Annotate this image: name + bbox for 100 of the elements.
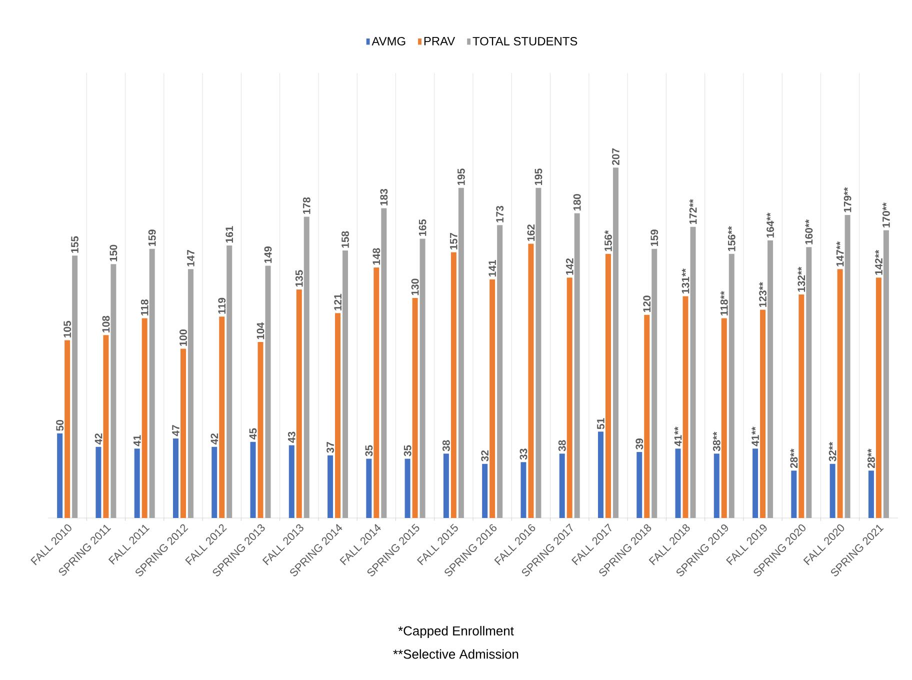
data-label: 157 xyxy=(450,233,458,250)
data-label: 159 xyxy=(650,230,658,246)
data-label: 105 xyxy=(64,320,72,338)
data-label: 180 xyxy=(573,194,581,210)
bar xyxy=(574,213,580,518)
bar xyxy=(536,188,542,518)
bar xyxy=(768,240,774,518)
bar xyxy=(412,298,418,518)
bar xyxy=(806,247,812,518)
data-label: 32** xyxy=(828,442,836,462)
bar xyxy=(366,458,372,518)
data-label: 121 xyxy=(334,294,342,310)
data-label: 179** xyxy=(844,187,852,212)
bar xyxy=(844,215,850,518)
bar xyxy=(304,216,310,518)
legend-label: TOTAL STUDENTS xyxy=(472,36,578,46)
bar xyxy=(149,248,155,518)
bar xyxy=(420,238,426,518)
data-label: 35 xyxy=(404,445,412,456)
data-label: 35 xyxy=(365,445,373,456)
bar xyxy=(110,264,116,518)
bar xyxy=(605,254,611,518)
bar xyxy=(342,250,348,518)
bar xyxy=(883,230,889,518)
data-label: 159 xyxy=(148,230,156,246)
data-label: 149 xyxy=(264,246,272,263)
bar xyxy=(328,455,334,518)
data-label: 37 xyxy=(326,442,334,453)
data-label: 141 xyxy=(488,260,496,276)
bar xyxy=(837,269,843,518)
bar xyxy=(559,454,565,518)
bar xyxy=(644,314,650,518)
bar xyxy=(288,445,294,518)
data-label: 51 xyxy=(597,418,604,430)
data-label: 183 xyxy=(380,188,388,206)
data-label: 100 xyxy=(180,330,187,346)
bar xyxy=(612,168,618,518)
bar xyxy=(72,256,78,518)
data-label: 47 xyxy=(172,425,180,436)
data-label: 195 xyxy=(534,168,542,186)
data-label: 118 xyxy=(140,300,148,316)
bar xyxy=(96,446,102,518)
bar xyxy=(180,348,186,518)
bar xyxy=(598,432,604,518)
data-label: 39 xyxy=(636,438,644,450)
data-label: 120 xyxy=(643,296,651,312)
data-label: 150 xyxy=(110,244,118,262)
data-label: 42 xyxy=(210,434,218,445)
bar xyxy=(64,340,70,518)
bar xyxy=(752,448,758,518)
text: **Selective Admission xyxy=(393,649,518,659)
bar xyxy=(374,267,380,518)
data-label: 195 xyxy=(457,168,465,186)
bar xyxy=(450,252,456,518)
data-label: 156* xyxy=(604,230,612,252)
data-label: 158 xyxy=(342,231,349,248)
data-label: 118** xyxy=(720,291,728,316)
bar xyxy=(142,318,148,518)
data-label: 148 xyxy=(372,248,380,265)
bar xyxy=(482,464,488,518)
data-label: 172** xyxy=(689,199,697,224)
data-label: 132** xyxy=(798,266,806,292)
data-label: 156** xyxy=(728,226,736,252)
data-label: 155 xyxy=(71,236,78,253)
data-label: 43 xyxy=(288,432,296,443)
bar xyxy=(636,452,642,518)
bar xyxy=(172,438,178,518)
data-label: 33 xyxy=(520,448,528,460)
bar xyxy=(652,248,658,518)
legend-label: PRAV xyxy=(424,37,456,46)
data-label: 131** xyxy=(682,268,690,294)
bar xyxy=(250,442,256,518)
bar xyxy=(404,458,410,518)
data-label: 165 xyxy=(418,219,426,236)
bar xyxy=(497,225,503,518)
bar xyxy=(728,254,734,518)
data-label: 170** xyxy=(882,202,890,228)
data-label: 130 xyxy=(411,278,419,296)
data-label: 104 xyxy=(256,322,264,340)
bar xyxy=(226,245,232,518)
legend-label: AVMG xyxy=(372,36,406,46)
bar xyxy=(134,448,140,518)
bar xyxy=(876,278,882,518)
data-label: 142** xyxy=(875,250,882,275)
bar xyxy=(675,448,681,518)
bar xyxy=(760,310,766,518)
bar xyxy=(335,313,341,518)
data-label: 147** xyxy=(836,241,844,266)
bar xyxy=(868,470,874,518)
bar xyxy=(212,446,218,518)
bar xyxy=(490,279,496,518)
data-label: 38 xyxy=(442,440,450,452)
bar xyxy=(458,188,464,518)
data-label: 50 xyxy=(56,420,64,431)
data-label: 173 xyxy=(496,206,504,222)
bar xyxy=(57,433,63,518)
data-label: 119 xyxy=(218,298,226,314)
data-label: 41** xyxy=(752,426,759,446)
bar xyxy=(103,335,109,518)
bar xyxy=(528,244,534,518)
